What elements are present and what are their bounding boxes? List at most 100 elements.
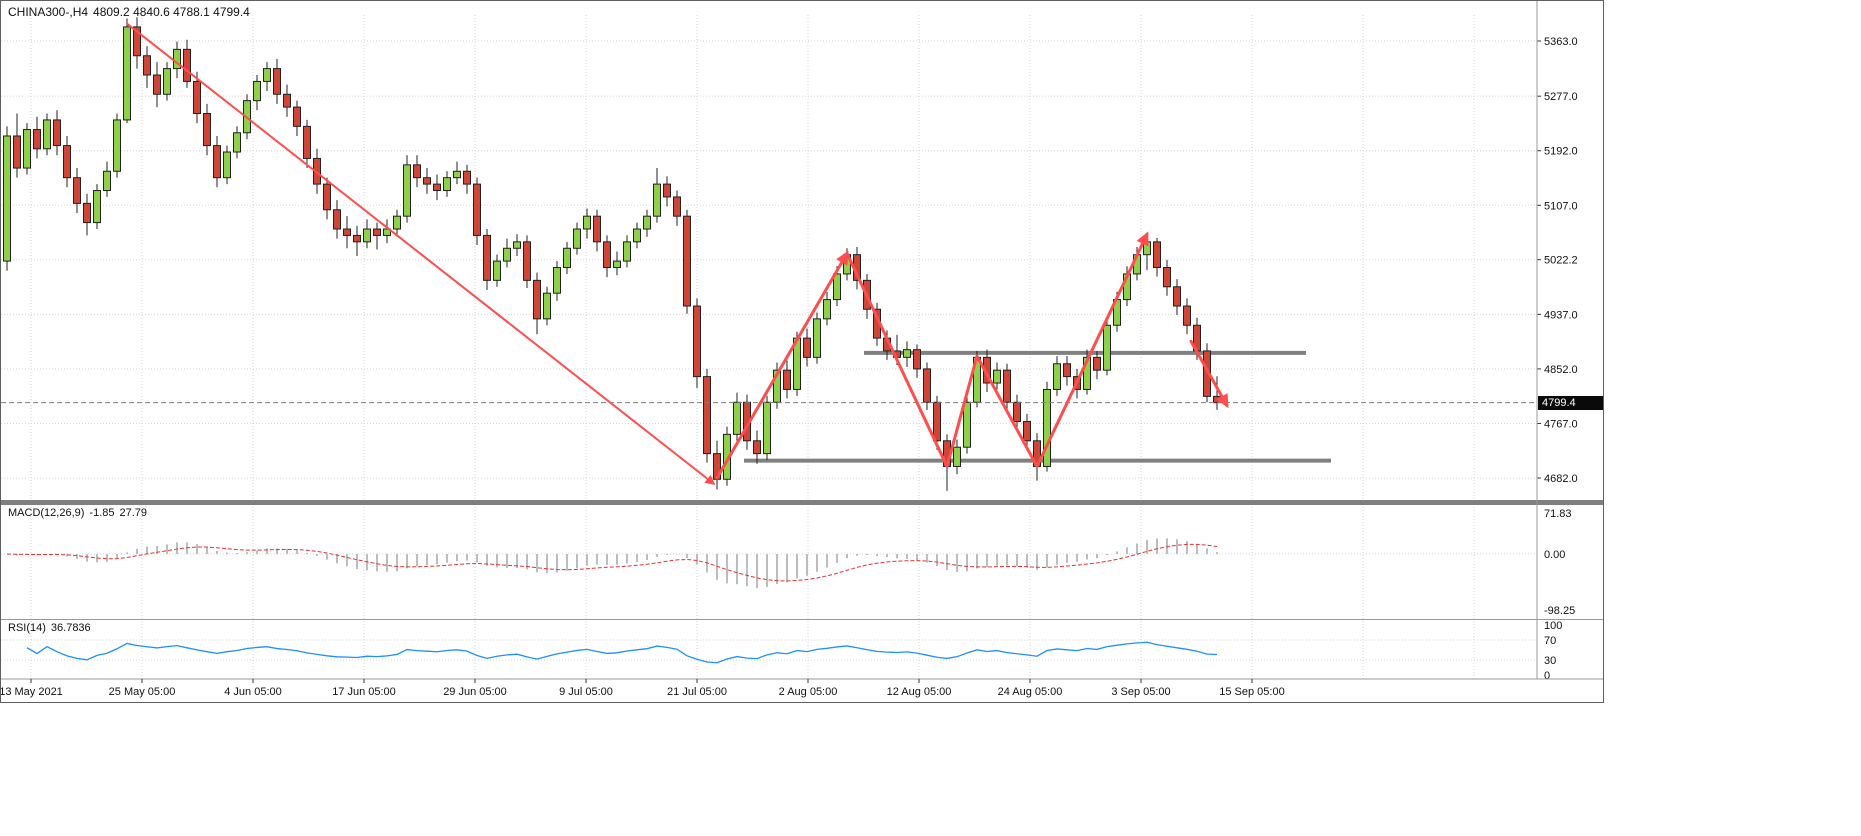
rsi-axis-label: 30 <box>1544 655 1556 667</box>
macd-label: MACD(12,26,9) <box>8 507 85 519</box>
candle-body <box>383 228 391 236</box>
candle-body <box>783 369 791 390</box>
candle-body <box>803 337 811 358</box>
price-axis-label: 4852.0 <box>1544 364 1578 376</box>
candle-body <box>583 215 591 230</box>
time-axis-label: 3 Sep 05:00 <box>1111 686 1170 698</box>
time-axis-label: 9 Jul 05:00 <box>559 686 613 698</box>
macd-signal-line <box>6 543 1218 582</box>
candle-body <box>533 279 541 320</box>
candle-body <box>123 26 131 121</box>
trend-arrow-head[interactable] <box>704 474 716 485</box>
panel-separator-main-macd[interactable] <box>1 500 1603 505</box>
candle-body <box>763 401 771 455</box>
candle-body <box>1173 286 1181 307</box>
candle-body <box>403 164 411 217</box>
rsi-axis-label: 0 <box>1544 670 1550 682</box>
time-axis-label: 13 May 2021 <box>1 686 63 698</box>
time-axis-label: 15 Sep 05:00 <box>1219 686 1284 698</box>
candle-body <box>953 446 961 467</box>
candle-body <box>733 401 741 435</box>
time-axis-label: 17 Jun 05:00 <box>332 686 396 698</box>
candle-body <box>113 119 121 172</box>
candle-body <box>373 228 381 236</box>
rsi-axis-label: 100 <box>1544 620 1562 632</box>
time-axis-label: 4 Jun 05:00 <box>224 686 282 698</box>
candle-body <box>913 349 921 370</box>
price-axis-label: 4682.0 <box>1544 473 1578 485</box>
candle-body <box>93 190 101 224</box>
candle-body <box>413 164 421 179</box>
candle-body <box>603 241 611 269</box>
trend-arrow-line[interactable] <box>1189 339 1229 407</box>
price-axis-label: 5107.0 <box>1544 200 1578 212</box>
candle-body <box>1063 363 1071 378</box>
trend-arrow-head[interactable] <box>836 250 849 266</box>
candle-body <box>1053 363 1061 390</box>
candle-body <box>693 305 701 378</box>
trend-arrow-line[interactable] <box>845 232 1149 468</box>
candle-body <box>503 247 511 262</box>
candle-body <box>393 215 401 230</box>
trend-arrow-line[interactable] <box>715 251 849 480</box>
time-axis-label: 24 Aug 05:00 <box>998 686 1063 698</box>
candle-body <box>443 177 451 192</box>
price-axis-label: 4937.0 <box>1544 309 1578 321</box>
candle-body <box>423 177 431 185</box>
candle-body <box>553 267 561 294</box>
macd-axis-label: 0.00 <box>1544 549 1565 561</box>
candle-body <box>143 55 151 76</box>
candle-body <box>333 209 341 230</box>
chart-canvas[interactable]: 5363.0 5277.0 5192.0 5107.0 5022.2 4937.0 4852… <box>1 1 1603 702</box>
price-axis-label: 4767.0 <box>1544 418 1578 430</box>
candle-body <box>213 145 221 179</box>
candle-body <box>3 135 11 262</box>
trend-arrow-head[interactable] <box>1136 231 1149 247</box>
candle-body <box>73 177 81 204</box>
candle-body <box>663 183 671 198</box>
rsi-line <box>26 641 1218 664</box>
trend-arrow-line[interactable] <box>126 22 714 485</box>
candle-body <box>453 170 461 179</box>
candle-body <box>643 215 651 230</box>
candle-body <box>933 401 941 442</box>
trend-arrow-head[interactable] <box>1216 393 1229 409</box>
candle-body <box>483 234 491 281</box>
time-axis-label: 21 Jul 05:00 <box>667 686 727 698</box>
candle-body <box>703 376 711 455</box>
time-axis-label: 25 May 05:00 <box>109 686 176 698</box>
candle-body <box>1093 356 1101 371</box>
price-axis-label: 5277.0 <box>1544 91 1578 103</box>
candle-body <box>1153 241 1161 269</box>
candle-body <box>233 132 241 153</box>
candle-body <box>53 119 61 147</box>
candle-body <box>293 106 301 127</box>
candle-body <box>623 241 631 262</box>
candle-body <box>13 135 21 169</box>
candle-body <box>263 68 271 82</box>
candle-body <box>523 241 531 281</box>
current-price-tag: 4799.4 <box>1538 396 1603 410</box>
price-axis-label: 5192.0 <box>1544 146 1578 158</box>
candle-body <box>963 401 971 448</box>
rsi-label: RSI(14) <box>8 622 46 634</box>
chart-window: 5363.0 5277.0 5192.0 5107.0 5022.2 4937.0 4852… <box>0 0 1604 703</box>
candle-body <box>33 129 41 150</box>
candle-body <box>343 228 351 236</box>
candle-body <box>1043 388 1051 467</box>
candle-body <box>363 228 371 243</box>
time-axis-label: 2 Aug 05:00 <box>779 686 838 698</box>
candle-body <box>833 273 841 301</box>
candle-body <box>43 119 51 150</box>
candle-body <box>993 369 1001 384</box>
candle-body <box>1023 421 1031 442</box>
candle-body <box>903 349 911 358</box>
rsi-axis-label: 70 <box>1544 635 1556 647</box>
candle-body <box>473 183 481 236</box>
candle-body <box>273 68 281 95</box>
macd-readout: MACD(12,26,9) -1.85 27.79 <box>8 507 152 519</box>
candle-body <box>1183 305 1191 326</box>
candle-body <box>563 247 571 269</box>
candle-body <box>573 228 581 249</box>
